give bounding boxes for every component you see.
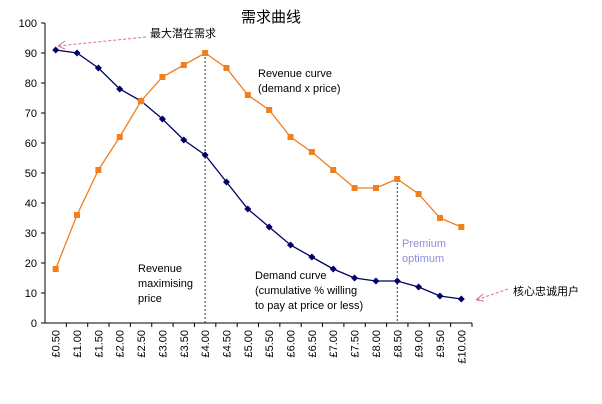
- marker: [351, 274, 359, 282]
- marker: [308, 253, 316, 261]
- marker: [180, 136, 188, 144]
- annotation: 核心忠诚用户: [513, 284, 579, 298]
- x-tick-label: £6.00: [286, 330, 298, 358]
- y-tick-label: 30: [25, 228, 37, 240]
- x-tick-label: £7.50: [350, 330, 362, 358]
- y-tick-label: 70: [25, 108, 37, 120]
- marker: [394, 176, 401, 182]
- chart-title: 需求曲线: [241, 9, 301, 26]
- arrow-head: [475, 293, 485, 302]
- y-tick-label: 40: [25, 198, 37, 210]
- series-line: [55, 49, 462, 300]
- annotation-line: optimum: [402, 253, 444, 265]
- marker: [244, 92, 251, 98]
- x-tick-label: £8.00: [371, 330, 383, 358]
- marker: [266, 107, 273, 113]
- annotation-line: price: [138, 293, 162, 305]
- marker: [202, 50, 209, 56]
- y-tick-label: 60: [25, 138, 37, 150]
- x-tick-label: £8.50: [392, 330, 404, 358]
- annotation-arrow: [57, 36, 147, 47]
- annotation-line: Revenue: [138, 263, 182, 275]
- annotation-line: (demand x price): [258, 83, 341, 95]
- marker: [159, 74, 166, 80]
- arrow-head: [57, 40, 66, 50]
- x-tick-label: £9.00: [414, 330, 426, 358]
- annotation: Revenue curve (demand x price): [258, 68, 341, 95]
- x-tick-label: £9.50: [435, 330, 447, 358]
- x-tick-label: £0.50: [51, 330, 63, 358]
- x-tick-label: £4.50: [221, 330, 233, 358]
- x-tick-label: £7.00: [328, 330, 340, 358]
- marker: [372, 277, 380, 285]
- marker: [351, 185, 358, 191]
- marker: [94, 64, 102, 72]
- marker: [415, 283, 423, 291]
- marker: [222, 178, 230, 186]
- marker: [372, 185, 379, 191]
- series-line: [55, 52, 462, 270]
- x-tick-label: £1.50: [93, 330, 105, 358]
- y-tick-label: 0: [31, 318, 37, 330]
- annotation: Revenue maximising price: [138, 263, 193, 305]
- annotation-arrow: [475, 288, 509, 301]
- marker: [436, 215, 443, 221]
- x-tick-label: £3.00: [157, 330, 169, 358]
- annotation-line: to pay at price or less): [255, 300, 363, 312]
- marker: [223, 65, 230, 71]
- x-tick-label: £2.50: [136, 330, 148, 358]
- marker: [74, 212, 81, 218]
- x-tick-label: £2.00: [115, 330, 127, 358]
- marker: [180, 62, 187, 68]
- y-tick-label: 20: [25, 258, 37, 270]
- marker: [457, 295, 465, 303]
- marker: [201, 151, 209, 159]
- annotation-line: maximising: [138, 278, 193, 290]
- marker: [73, 49, 81, 57]
- annotation-line: Revenue curve: [258, 68, 332, 80]
- x-tick-label: £4.00: [200, 330, 212, 358]
- marker: [116, 85, 124, 93]
- marker: [287, 134, 294, 140]
- y-tick-label: 80: [25, 78, 37, 90]
- annotation: 最大潜在需求: [150, 26, 216, 40]
- marker: [329, 265, 337, 273]
- marker: [52, 46, 60, 54]
- marker: [52, 266, 59, 272]
- annotation: Demand curve (cumulative % willing to pa…: [255, 270, 363, 312]
- x-tick-label: £6.50: [307, 330, 319, 358]
- annotation-line: Premium: [402, 238, 446, 250]
- x-tick-label: £1.00: [72, 330, 84, 358]
- marker: [138, 98, 145, 104]
- y-tick-label: 100: [19, 18, 37, 30]
- y-tick-label: 50: [25, 168, 37, 180]
- marker: [158, 115, 166, 123]
- y-tick-label: 10: [25, 288, 37, 300]
- marker: [265, 223, 273, 231]
- x-tick-label: £3.50: [179, 330, 191, 358]
- y-tick-label: 90: [25, 48, 37, 60]
- marker: [330, 167, 337, 173]
- marker: [436, 292, 444, 300]
- marker: [287, 241, 295, 249]
- x-tick-label: £10.00: [456, 330, 468, 364]
- x-tick-label: £5.50: [264, 330, 276, 358]
- marker: [393, 277, 401, 285]
- marker: [415, 191, 422, 197]
- x-tick-label: £5.00: [243, 330, 255, 358]
- annotation-line: Demand curve: [255, 270, 327, 282]
- annotation-line: (cumulative % willing: [255, 285, 357, 297]
- marker: [308, 149, 315, 155]
- marker: [116, 134, 123, 140]
- annotation: Premium optimum: [402, 238, 446, 265]
- marker: [95, 167, 102, 173]
- marker: [244, 205, 252, 213]
- marker: [458, 224, 465, 230]
